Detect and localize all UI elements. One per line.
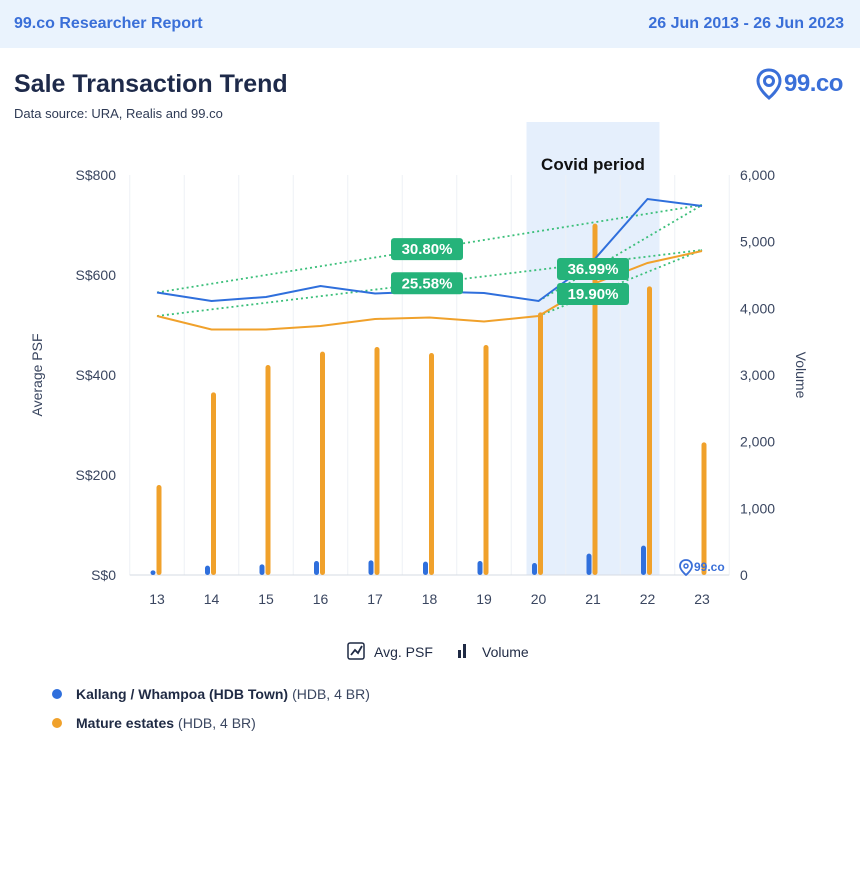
legend-item-kallang: Kallang / Whampoa (HDB Town) (HDB, 4 BR) [52,686,370,702]
y-left-tick-label: S$0 [91,567,116,583]
volume-bar-kallang [641,545,646,575]
volume-bar-kallang [586,553,592,575]
volume-bar-mature [483,345,489,575]
volume-bar-mature [429,353,434,575]
trend-badge-label: 19.90% [568,286,619,303]
volume-bar-mature [592,223,598,575]
y-left-tick-label: S$800 [76,167,117,183]
volume-bar-kallang [150,570,156,575]
report-header-bar: 99.co Researcher Report 26 Jun 2013 - 26… [0,0,860,48]
y-right-axis-label: Volume [793,352,809,399]
avg-psf-legend-label: Avg. PSF [374,644,433,660]
trend-badge [391,238,463,261]
logo-text: 99.co [784,70,843,97]
y-left-axis: S$0 S$200 S$400 S$600 S$800 [76,167,117,583]
volume-bar-kallang [205,565,210,575]
watermark-text: 99.co [694,560,725,574]
x-tick-label: 22 [640,591,656,607]
brand-logo: 99.co [756,68,843,100]
x-tick-label: 20 [531,591,547,607]
chart-watermark: 99.co [679,559,725,577]
data-source: Data source: URA, Realis and 99.co [14,106,223,121]
volume-bar-mature [374,347,380,575]
volume-bar-mature [211,392,216,575]
volume-bar-kallang [314,561,319,575]
volume-bar-mature [538,312,543,575]
chart-type-legend: Avg. PSF Volume [347,642,529,660]
x-tick-label: 19 [476,591,492,607]
report-date-range: 26 Jun 2013 - 26 Jun 2023 [648,15,844,32]
trend-line [538,249,703,317]
volume-bar-mature [701,442,707,575]
volume-bar-kallang [423,561,428,575]
trend-line [156,249,703,317]
volume-bar-kallang [532,563,537,575]
x-tick-label: 23 [694,591,710,607]
y-right-tick-label: 0 [740,567,748,583]
trend-badge [557,258,629,280]
kallang-legend-name: Kallang / Whampoa (HDB Town) [76,686,289,702]
avg-psf-legend-icon [347,642,365,660]
x-tick-label: 21 [585,591,601,607]
y-right-tick-label: 5,000 [740,234,775,250]
trend-badge-label: 36.99% [568,261,619,278]
trend-badge-label: 30.80% [402,241,453,258]
covid-period-label: Covid period [541,155,645,174]
x-tick-label: 17 [367,591,383,607]
x-tick-label: 14 [204,591,220,607]
x-axis: 13 14 15 16 17 18 19 20 21 22 23 [149,591,710,607]
y-left-tick-label: S$400 [76,367,117,383]
x-tick-label: 13 [149,591,165,607]
volume-bars [150,223,707,575]
volume-legend-icon [458,644,466,658]
y-right-tick-label: 6,000 [740,167,775,183]
volume-bar-mature [647,286,652,575]
trend-badge [391,272,463,295]
x-tick-label: 16 [313,591,329,607]
trend-badges: 30.80% 25.58% 36.99% 19.90% [391,238,629,305]
y-right-tick-label: 3,000 [740,367,775,383]
x-tick-label: 18 [422,591,438,607]
volume-bar-mature [156,485,162,575]
kallang-legend-dot [52,689,62,699]
volume-bar-kallang [259,564,265,575]
y-right-axis: 0 1,000 2,000 3,000 4,000 5,000 6,000 [740,167,775,583]
report-brand: 99.co Researcher Report [14,15,203,32]
y-right-tick-label: 1,000 [740,500,775,516]
trend-badge [557,283,629,305]
x-tick-label: 15 [258,591,274,607]
chart-title: Sale Transaction Trend [14,70,288,98]
y-right-tick-label: 4,000 [740,300,775,316]
y-left-tick-label: S$600 [76,267,117,283]
volume-bar-mature [320,351,325,575]
y-right-tick-label: 2,000 [740,434,775,450]
mature-legend-name: Mature estates [76,715,175,731]
y-left-axis-label: Average PSF [29,333,45,416]
kallang-legend-detail: (HDB, 4 BR) [292,686,370,702]
volume-bar-kallang [368,560,374,575]
mature-legend-detail: (HDB, 4 BR) [178,715,256,731]
trend-badge-label: 25.58% [402,275,453,292]
volume-bar-mature [265,365,271,575]
mature-legend-dot [52,718,62,728]
volume-bar-kallang [477,561,483,575]
legend-item-mature: Mature estates (HDB, 4 BR) [52,715,256,731]
volume-legend-label: Volume [482,644,529,660]
y-left-tick-label: S$200 [76,467,117,483]
location-pin-icon [756,68,782,100]
